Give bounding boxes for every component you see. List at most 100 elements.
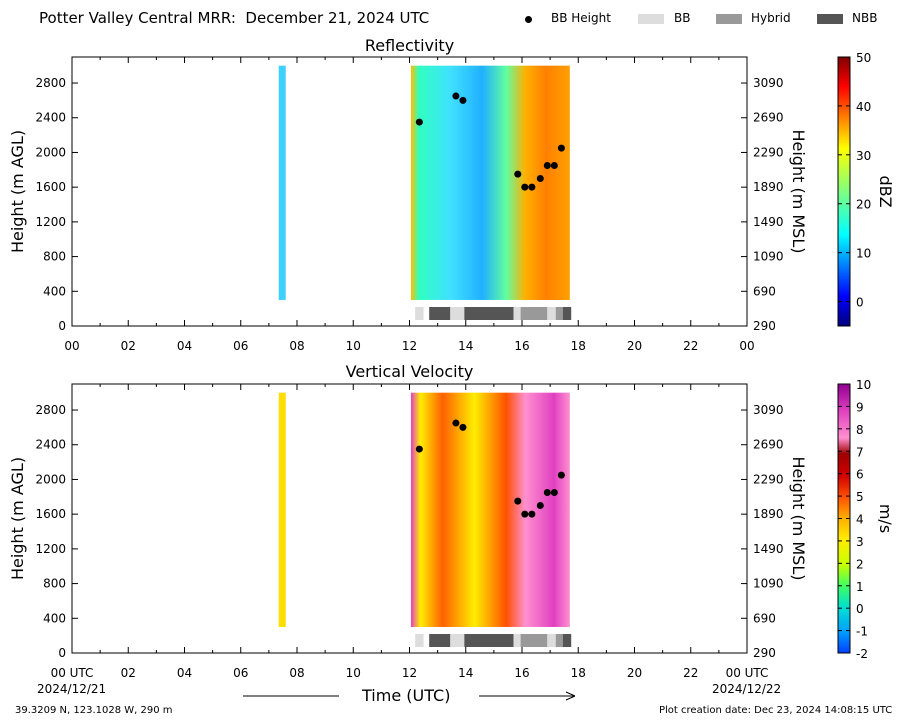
y-tick-label: 2800 <box>35 403 66 417</box>
y-tick-label: 800 <box>43 577 66 591</box>
y2-tick-label: 1890 <box>753 507 784 521</box>
colorbar-tick-label: 1 <box>856 580 864 594</box>
bb-height-point <box>459 423 467 431</box>
y2-tick-label: 2690 <box>753 438 784 452</box>
y2-tick-label: 1090 <box>753 250 784 264</box>
bb-type-segment <box>520 307 548 320</box>
bb-height-point <box>452 92 460 100</box>
y-tick-label: 1600 <box>35 180 66 194</box>
colorbar-tick-label: 10 <box>856 378 871 392</box>
time-axis-arrowhead <box>565 691 576 701</box>
bb-height-point <box>550 161 558 169</box>
x-tick-label: 16 <box>514 666 529 680</box>
colorbar-tick-label: 9 <box>856 400 864 414</box>
y-tick-label: 1200 <box>35 215 66 229</box>
colorbar-label: dBZ <box>876 175 895 207</box>
bb-type-segment <box>429 634 451 647</box>
plot-frame <box>71 56 748 327</box>
echo-region <box>278 65 286 300</box>
y2-tick-label: 2690 <box>753 111 784 125</box>
echo-region <box>410 65 570 300</box>
colorbar-tick-label: 5 <box>856 490 864 504</box>
x-tick-label: 12 <box>402 666 417 680</box>
y-tick-label: 0 <box>58 319 66 333</box>
y-axis-title: Height (m AGL) <box>8 457 27 580</box>
location-footer: 39.3209 N, 123.1028 W, 290 m <box>15 705 173 716</box>
y-tick-label: 0 <box>58 646 66 660</box>
bb-type-segment <box>555 307 563 320</box>
x-tick-label: 12 <box>402 339 417 353</box>
time-axis-title: Time (UTC) <box>362 686 451 705</box>
colorbar-tick-label: -1 <box>856 625 868 639</box>
bb-type-segment <box>450 307 465 320</box>
y-tick-label: 2800 <box>35 76 66 90</box>
colorbar-tick-label: 7 <box>856 445 864 459</box>
y2-tick-label: 1090 <box>753 577 784 591</box>
bb-height-point <box>514 497 522 505</box>
colorbar-tick-label: 0 <box>856 296 864 310</box>
plot-frame <box>71 383 748 654</box>
legend-bb-height-label: BB Height <box>551 11 611 25</box>
y2-tick-label: 2290 <box>753 145 784 159</box>
y2-tick-label: 1890 <box>753 180 784 194</box>
bb-height-point <box>557 144 565 152</box>
end-date-label: 2024/12/22 <box>712 682 782 696</box>
bb-height-point <box>557 471 565 479</box>
bb-height-point <box>415 118 423 126</box>
colorbar-tick-label: 2 <box>856 557 864 571</box>
legend-bb-height-marker <box>525 16 532 23</box>
bb-height-point <box>528 510 536 518</box>
colorbar-tick-label: 20 <box>856 198 871 212</box>
y-tick-label: 2000 <box>35 145 66 159</box>
colorbar-tick-label: 0 <box>856 602 864 616</box>
x-tick-label: 14 <box>458 666 473 680</box>
bb-height-point <box>528 183 536 191</box>
y-tick-label: 2400 <box>35 438 66 452</box>
legend-nbb-label: NBB <box>852 11 878 25</box>
y-tick-label: 1600 <box>35 507 66 521</box>
bb-height-point <box>459 96 467 104</box>
x-tick-label: 18 <box>571 666 586 680</box>
bb-type-segment <box>555 634 563 647</box>
bb-height-point <box>514 170 522 178</box>
y2-tick-label: 290 <box>753 646 776 660</box>
legend-hybrid-label: Hybrid <box>751 11 791 25</box>
legend: BB Height BB Hybrid NBB <box>520 11 890 27</box>
colorbar-tick-label: 50 <box>856 51 871 65</box>
x-tick-label: 00 UTC <box>51 666 94 680</box>
y2-tick-label: 3090 <box>753 76 784 90</box>
x-tick-label: 22 <box>683 339 698 353</box>
x-tick-label: 22 <box>683 666 698 680</box>
y-axis-title: Height (m AGL) <box>8 130 27 253</box>
colorbar-tick-label: 3 <box>856 535 864 549</box>
bb-type-segment <box>562 307 572 320</box>
bb-type-segment <box>547 307 556 320</box>
x-tick-label: 08 <box>289 666 304 680</box>
bb-type-segment <box>520 634 548 647</box>
bb-height-point <box>415 445 423 453</box>
x-tick-label: 00 <box>64 339 79 353</box>
colorbar-tick-label: -2 <box>856 647 868 661</box>
x-tick-label: 04 <box>177 339 192 353</box>
y2-tick-label: 690 <box>753 284 776 298</box>
bb-height-point <box>543 161 551 169</box>
bb-type-segment <box>415 634 424 647</box>
colorbar-label: m/s <box>876 504 895 533</box>
y2-tick-label: 1490 <box>753 215 784 229</box>
y2-axis-title: Height (m MSL) <box>789 456 808 580</box>
bb-type-segment <box>513 307 521 320</box>
legend-bb-label: BB <box>674 11 691 25</box>
y2-tick-label: 3090 <box>753 403 784 417</box>
colorbar-tick-label: 6 <box>856 468 864 482</box>
creation-date-footer: Plot creation date: Dec 23, 2024 14:08:1… <box>659 705 893 716</box>
y2-tick-label: 690 <box>753 611 776 625</box>
x-tick-label: 20 <box>627 339 642 353</box>
x-tick-label: 08 <box>289 339 304 353</box>
bb-type-segment <box>513 634 521 647</box>
x-tick-label: 00 <box>739 339 754 353</box>
colorbar-tick-label: 40 <box>856 100 871 114</box>
x-tick-label: 16 <box>514 339 529 353</box>
x-tick-label: 14 <box>458 339 473 353</box>
colorbar-tick-label: 4 <box>856 513 864 527</box>
